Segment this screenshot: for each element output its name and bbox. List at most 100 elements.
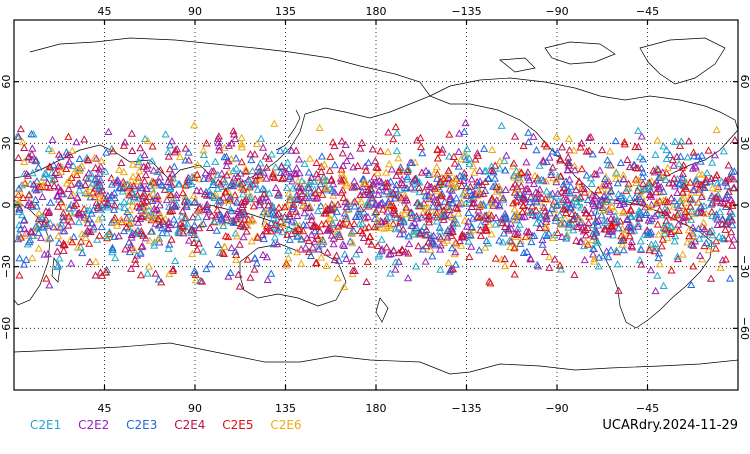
observation-marker — [678, 250, 687, 258]
observation-marker — [520, 212, 529, 220]
observation-marker — [115, 183, 124, 191]
observation-marker — [447, 224, 456, 232]
observation-marker — [498, 238, 507, 246]
observation-marker — [96, 268, 105, 276]
observation-marker — [479, 199, 488, 208]
observation-marker — [392, 129, 402, 137]
observation-marker — [128, 146, 137, 154]
observation-marker — [689, 262, 698, 270]
observation-marker — [284, 253, 293, 262]
observation-marker — [488, 145, 497, 153]
observation-marker — [84, 156, 93, 164]
observation-marker — [682, 198, 691, 207]
observation-marker — [285, 209, 294, 217]
observation-marker — [241, 196, 250, 204]
observation-marker — [64, 132, 73, 140]
observation-marker — [194, 174, 203, 183]
observation-marker — [37, 176, 46, 185]
observation-marker — [575, 214, 584, 223]
observation-marker — [574, 201, 583, 209]
observation-marker — [687, 280, 696, 289]
observation-marker — [683, 153, 692, 161]
observation-marker — [509, 199, 518, 207]
observation-marker — [372, 178, 381, 186]
observation-marker — [654, 249, 664, 257]
lon-label-bottom: 45 — [98, 402, 112, 415]
observation-marker — [405, 239, 414, 248]
observation-marker — [322, 261, 331, 270]
observation-marker — [660, 208, 669, 217]
observation-marker — [557, 232, 567, 241]
observation-marker — [130, 245, 139, 253]
observation-marker — [448, 219, 458, 227]
observation-marker — [169, 264, 178, 273]
observation-marker — [594, 221, 603, 229]
observation-marker — [613, 178, 622, 187]
observation-marker — [447, 186, 456, 194]
eurasia-coast — [13, 37, 431, 191]
observation-marker — [403, 273, 413, 282]
observation-marker — [411, 262, 421, 270]
observation-marker — [109, 147, 118, 155]
observation-marker — [500, 254, 509, 263]
lat-label-left: 0 — [0, 202, 13, 209]
observation-marker — [314, 242, 323, 250]
observation-marker — [510, 173, 519, 181]
observation-marker — [222, 213, 231, 221]
observation-marker — [37, 213, 46, 221]
observation-marker — [700, 183, 709, 192]
observation-marker — [20, 224, 29, 232]
observation-marker — [205, 207, 214, 215]
observation-marker — [634, 176, 643, 184]
observation-marker — [347, 229, 356, 237]
observation-marker — [535, 176, 544, 184]
observation-marker — [202, 212, 211, 221]
observation-marker — [633, 222, 643, 230]
observation-marker — [218, 248, 227, 256]
observation-marker — [389, 189, 398, 197]
lat-label-right: 30 — [738, 136, 750, 150]
observation-marker — [594, 185, 603, 194]
observation-marker — [407, 158, 416, 166]
observation-marker — [92, 154, 101, 162]
observation-marker — [662, 168, 671, 177]
observation-marker — [484, 239, 493, 247]
observation-marker — [34, 244, 43, 252]
observation-marker — [73, 209, 82, 217]
observation-marker — [134, 177, 143, 185]
observation-marker — [383, 182, 392, 190]
observation-marker — [233, 172, 242, 180]
observation-marker — [548, 147, 557, 155]
observation-marker — [100, 268, 109, 276]
observation-marker — [600, 225, 609, 233]
observation-marker — [506, 237, 516, 245]
observation-marker — [459, 176, 468, 184]
observation-marker — [309, 222, 318, 230]
observation-marker — [363, 212, 373, 221]
observation-marker — [373, 215, 382, 223]
observation-marker — [322, 184, 331, 192]
observation-marker — [64, 184, 73, 193]
observation-marker — [389, 201, 398, 210]
observation-marker — [429, 169, 439, 178]
observation-marker — [502, 214, 511, 222]
observation-marker — [428, 239, 437, 247]
observation-marker — [32, 224, 41, 232]
observation-marker — [340, 282, 349, 291]
observation-marker — [125, 205, 134, 214]
observation-marker — [55, 254, 64, 262]
observation-marker — [588, 150, 597, 158]
observation-marker — [165, 269, 174, 278]
observation-marker — [164, 152, 173, 160]
observation-marker — [655, 205, 664, 214]
observation-marker — [377, 235, 386, 243]
observation-marker — [519, 141, 528, 150]
observation-marker — [728, 220, 737, 229]
observation-marker — [687, 207, 696, 215]
observation-marker — [93, 235, 102, 243]
observation-marker — [696, 157, 705, 165]
observation-marker — [440, 211, 449, 219]
observation-marker — [75, 186, 84, 194]
observation-marker — [421, 257, 430, 265]
observation-marker — [161, 214, 170, 223]
